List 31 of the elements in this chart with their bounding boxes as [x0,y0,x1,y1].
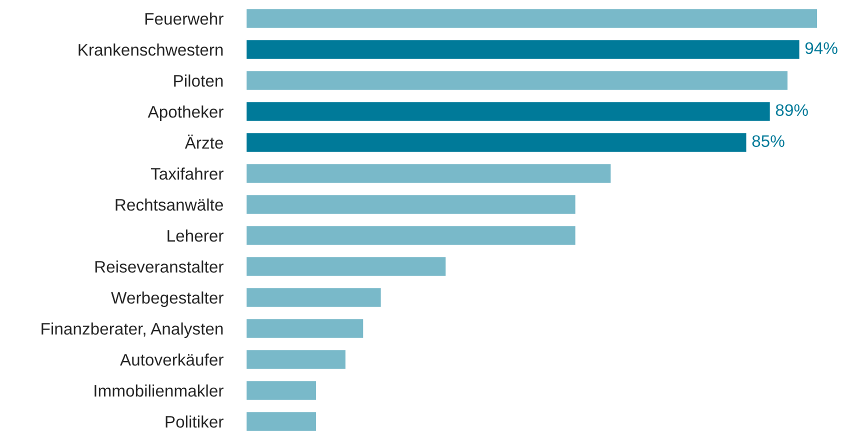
bar [246,318,365,340]
y-tick-label: Feuerwehr [145,12,224,25]
y-tick-label: Reiseveranstalter [95,260,224,273]
bar [246,194,577,216]
data-label: 89% [776,104,808,116]
y-tick-label: Krankenschwestern [78,44,223,56]
bar [246,38,801,60]
y-tick-label: Leherer [168,229,224,242]
bar [246,224,577,246]
y-tick-label: Autoverkäufer [120,353,224,366]
bar [246,410,318,432]
y-tick-label: Rechtsanwälte [116,198,223,211]
y-tick-label: Taxifahrer [150,167,224,180]
bar [246,8,818,30]
y-tick-label: Apotheker [148,106,224,122]
data-label: 94% [805,42,838,54]
bar [246,348,347,370]
bar [246,256,448,278]
y-tick-label: Werbegestalter [111,291,224,308]
y-tick-label: Finanzberater, Analysten [42,322,223,338]
data-label: 85% [752,135,784,148]
bar [246,286,382,308]
y-tick-label: Piloten [174,74,223,87]
y-tick-label: Ärzte [184,134,223,149]
bar [246,100,772,122]
y-tick-label: Politiker [166,415,224,428]
y-tick-label: Immobilienmakler [94,384,224,397]
bar [246,380,318,402]
bar [246,70,789,92]
bar [246,162,612,184]
bar [246,132,748,154]
